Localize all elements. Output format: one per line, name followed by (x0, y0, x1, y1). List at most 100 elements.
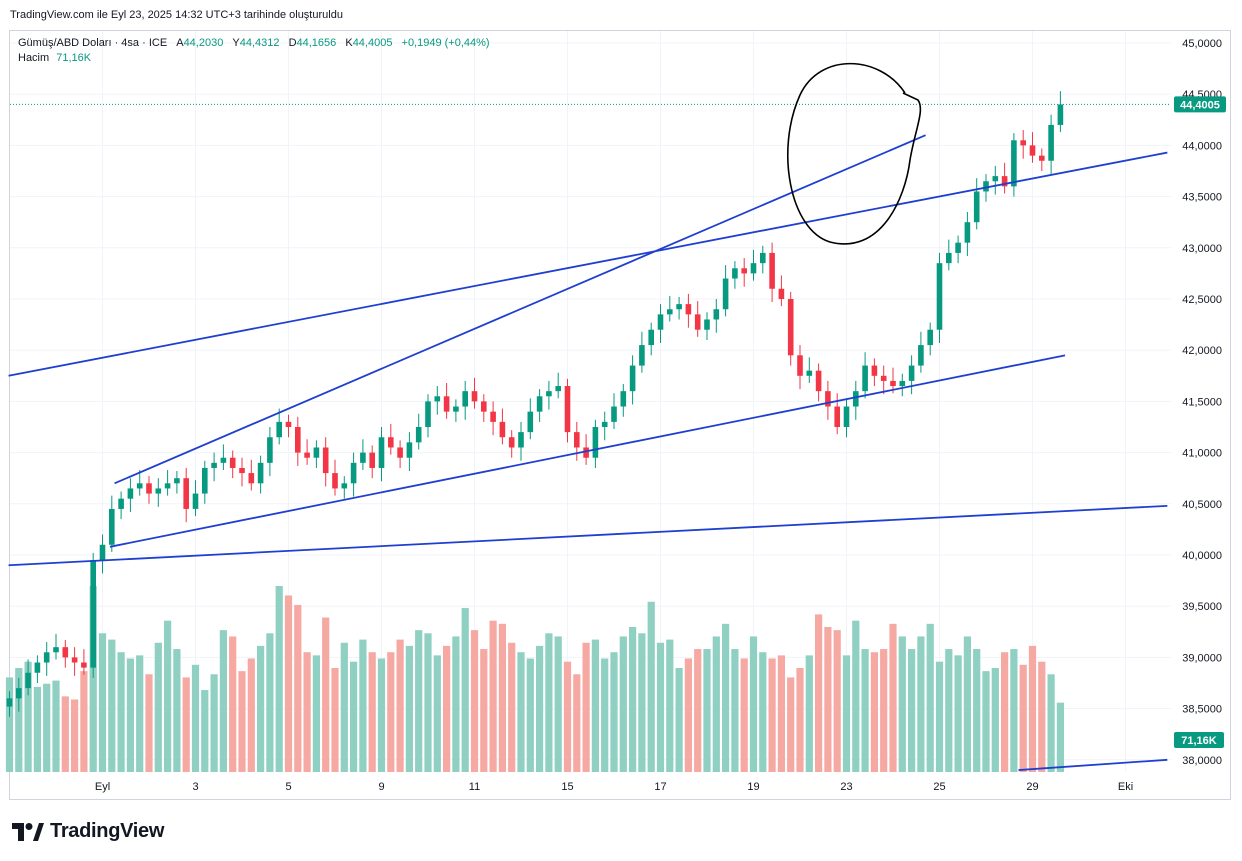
candle (657, 304, 664, 344)
candle-body (629, 365, 636, 392)
candle-body (899, 380, 906, 387)
volume-bar (656, 642, 665, 772)
volume-bar (229, 636, 237, 772)
volume-bar (461, 608, 469, 772)
candle-body (443, 396, 450, 412)
candle (118, 491, 124, 520)
candle-body (332, 473, 338, 489)
candle-body (778, 288, 785, 299)
y-tick-label: 41,0000 (1182, 448, 1222, 460)
candle (722, 265, 729, 317)
candle (202, 460, 208, 504)
candle-body (453, 406, 459, 412)
legend-volume-value: 71,16K (56, 52, 92, 64)
volume-bar (108, 639, 116, 772)
upper-wedge-line (114, 134, 926, 485)
last-price-label: 44,4005 (1180, 99, 1220, 111)
candle-body (853, 391, 859, 407)
volume-bar (424, 633, 432, 772)
volume-bar (43, 683, 51, 772)
y-tick-label: 40,5000 (1182, 499, 1222, 511)
volume-bar (526, 658, 534, 772)
candle-body (378, 437, 385, 468)
candle (471, 377, 478, 409)
candle-body (53, 647, 59, 653)
candle-body (341, 483, 348, 489)
candle (797, 345, 803, 390)
volume-badge (1174, 732, 1224, 748)
candle-body (704, 319, 710, 330)
candle (99, 534, 106, 574)
candle (620, 383, 627, 417)
volume-bar (98, 633, 107, 772)
volume-bar (712, 636, 720, 772)
candle (360, 439, 366, 471)
lower-wedge-line (109, 354, 1066, 548)
volume-bar (182, 677, 190, 772)
volume-bar (852, 620, 860, 772)
candle-body (592, 427, 599, 458)
candle (694, 301, 701, 337)
volume-bar (870, 652, 878, 772)
volume-bar (303, 652, 311, 772)
volume-bar (573, 674, 581, 772)
legend-change: +0,1949 (+0,44%) (401, 37, 490, 49)
candle (583, 434, 589, 465)
candle-body (732, 268, 738, 279)
candle (760, 245, 766, 274)
candle (964, 211, 971, 256)
candle-body (918, 345, 924, 366)
candle-body (62, 647, 69, 658)
candle-body (471, 391, 478, 402)
volume-bar (61, 696, 69, 772)
candle-body (936, 263, 943, 330)
candle-body (397, 447, 403, 458)
volume-bar (945, 649, 953, 772)
volume-bar (405, 645, 413, 772)
candle-body (992, 176, 999, 182)
legend-high-value: 44,4312 (239, 37, 280, 49)
candle (434, 386, 441, 415)
candle (574, 421, 580, 461)
candle-body (639, 345, 645, 366)
volume-bar (117, 652, 125, 772)
volume-bar (694, 649, 702, 772)
candle (862, 352, 868, 399)
volume-bar (908, 649, 916, 772)
candle (825, 380, 831, 420)
candle-body (490, 411, 496, 422)
candle-body (871, 365, 878, 376)
candle-body (6, 698, 13, 707)
volume-bar (675, 667, 683, 772)
tradingview-brand[interactable]: TradingView (12, 820, 164, 843)
volume-bar (647, 601, 655, 772)
volume-bar (545, 633, 553, 772)
chart-legend: Gümüş/ABD Doları · 4sa · ICE A44,2030 Y4… (18, 36, 490, 66)
volume-bar (1028, 645, 1037, 772)
candle-body (25, 672, 31, 689)
volume-bar (331, 667, 339, 772)
candle (946, 239, 952, 271)
candle-body (527, 411, 534, 433)
candle (769, 242, 775, 303)
volume-bar (824, 626, 832, 772)
candle-body (109, 508, 115, 545)
candle-body (90, 560, 96, 668)
volume-bar (145, 674, 153, 772)
candle-body (574, 432, 580, 448)
volume-bar (898, 636, 906, 772)
volume-bar (563, 661, 572, 772)
candle-body (862, 365, 868, 392)
volume-bar (777, 655, 785, 772)
candle-body (611, 406, 617, 422)
candle (6, 691, 13, 717)
candle (453, 399, 459, 422)
volume-bar (415, 630, 423, 772)
volume-bar (722, 623, 730, 772)
volume-bar (33, 686, 41, 772)
volume-bar (1056, 702, 1064, 772)
candle-body (685, 304, 692, 315)
volume-bar (238, 671, 246, 772)
x-tick-label: 3 (192, 781, 198, 793)
